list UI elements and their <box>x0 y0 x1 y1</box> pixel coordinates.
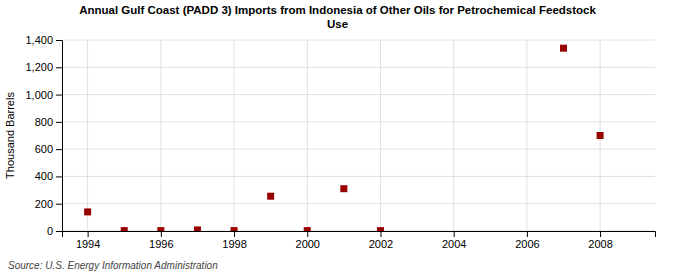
grid-line-x <box>380 40 381 231</box>
tick-mark <box>454 231 455 237</box>
tick-label: 2000 <box>296 238 320 250</box>
tick-mark <box>307 231 308 237</box>
tick-mark <box>527 231 528 237</box>
tick: 1996 <box>149 231 173 250</box>
tick-mark <box>56 231 62 232</box>
tick: 200 <box>35 198 62 210</box>
tick: 1998 <box>222 231 246 250</box>
chart-container: 1994 1996 1998 2000 2002 2004 2006 2008 0 200 400 6… <box>0 0 675 275</box>
tick-label: 2004 <box>442 238 466 250</box>
point <box>304 227 311 231</box>
point <box>194 226 201 231</box>
grid-line-y <box>62 40 655 41</box>
grid-line-x <box>87 40 88 231</box>
grid-line-x <box>453 40 454 231</box>
tick-label: 2008 <box>588 238 612 250</box>
tick-label: 400 <box>35 170 53 182</box>
title-line: Use <box>327 18 348 30</box>
grid-line-x <box>307 40 308 231</box>
grid-line-y <box>62 67 655 68</box>
tick-label: 1996 <box>149 238 173 250</box>
axis-line <box>63 232 656 238</box>
tick-label: 1,000 <box>25 89 53 101</box>
point <box>267 193 274 200</box>
tick-mark <box>56 122 62 123</box>
grid-line-y <box>62 121 655 122</box>
tick: 2008 <box>588 231 612 250</box>
tick-mark <box>234 231 235 237</box>
points <box>84 45 603 231</box>
grid-line-x <box>160 40 161 231</box>
tick: 2000 <box>296 231 320 250</box>
tick: 600 <box>35 143 62 155</box>
point <box>597 132 604 139</box>
tick: 0 <box>47 225 62 237</box>
tick-mark <box>56 95 62 96</box>
point <box>157 227 164 231</box>
tick: 1,200 <box>25 61 62 73</box>
tick: 1994 <box>76 231 100 250</box>
annotation: Source: U.S. Energy Information Administ… <box>8 260 218 271</box>
point <box>377 227 384 231</box>
tick-mark <box>380 231 381 237</box>
tick-mark <box>56 67 62 68</box>
grid <box>62 40 655 231</box>
tick-label: 1,200 <box>25 61 53 73</box>
point <box>84 208 91 215</box>
point <box>340 185 347 192</box>
tick-mark <box>56 204 62 205</box>
tick-label: 1998 <box>222 238 246 250</box>
x-axis: 1994 1996 1998 2000 2002 2004 2006 2008 <box>63 231 656 250</box>
grid-line-y <box>62 203 655 204</box>
chart-svg: 1994 1996 1998 2000 2002 2004 2006 2008 0 200 400 6… <box>0 0 675 275</box>
tick-label: 800 <box>35 116 53 128</box>
tick-mark <box>600 231 601 237</box>
tick-mark <box>88 231 89 237</box>
tick-mark <box>161 231 162 237</box>
point <box>560 45 567 52</box>
point <box>121 227 128 231</box>
tick-label: 1,400 <box>25 34 53 46</box>
point <box>231 227 238 231</box>
plot-area: 1994 1996 1998 2000 2002 2004 2006 2008 0 200 400 6… <box>25 34 655 250</box>
tick: 800 <box>35 116 62 128</box>
grid-line-x <box>526 40 527 231</box>
tick: 2002 <box>369 231 393 250</box>
tick: 2004 <box>442 231 466 250</box>
y-axis: 0 200 400 600 800 1,000 1,200 1,400 <box>25 34 62 237</box>
tick-mark <box>56 40 62 41</box>
tick-label: 200 <box>35 198 53 210</box>
tick: 1,000 <box>25 89 62 101</box>
axis-line <box>56 41 63 232</box>
tick: 1,400 <box>25 34 62 46</box>
tick: 400 <box>35 170 62 182</box>
grid-line-x <box>234 40 235 231</box>
title-line: Annual Gulf Coast (PADD 3) Imports from … <box>79 4 596 16</box>
title: Annual Gulf Coast (PADD 3) Imports from … <box>79 4 596 30</box>
tick-label: 1994 <box>76 238 100 250</box>
grid-line-y <box>62 94 655 95</box>
tick-label: 2002 <box>369 238 393 250</box>
grid-line-y <box>62 176 655 177</box>
tick-label: 0 <box>47 225 53 237</box>
grid-line-y <box>62 149 655 150</box>
y-axis-title: Thousand Barrels <box>4 92 16 179</box>
tick-label: 600 <box>35 143 53 155</box>
tick-mark <box>56 149 62 150</box>
tick-label: 2006 <box>515 238 539 250</box>
tick-mark <box>56 176 62 177</box>
tick: 2006 <box>515 231 539 250</box>
